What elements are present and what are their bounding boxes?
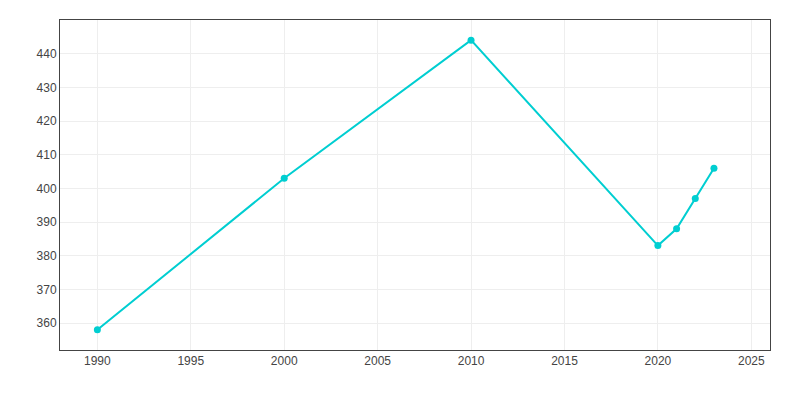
svg-text:2000: 2000: [271, 354, 298, 368]
svg-text:420: 420: [37, 114, 57, 128]
svg-text:1990: 1990: [84, 354, 111, 368]
svg-text:360: 360: [37, 316, 57, 330]
svg-text:1995: 1995: [177, 354, 204, 368]
svg-text:2015: 2015: [551, 354, 578, 368]
svg-text:2005: 2005: [364, 354, 391, 368]
svg-text:2010: 2010: [458, 354, 485, 368]
svg-text:370: 370: [37, 283, 57, 297]
svg-text:2025: 2025: [738, 354, 765, 368]
svg-text:440: 440: [37, 47, 57, 61]
svg-text:2020: 2020: [645, 354, 672, 368]
svg-text:410: 410: [37, 148, 57, 162]
svg-text:390: 390: [37, 215, 57, 229]
svg-text:400: 400: [37, 182, 57, 196]
svg-text:430: 430: [37, 81, 57, 95]
svg-text:380: 380: [37, 249, 57, 263]
